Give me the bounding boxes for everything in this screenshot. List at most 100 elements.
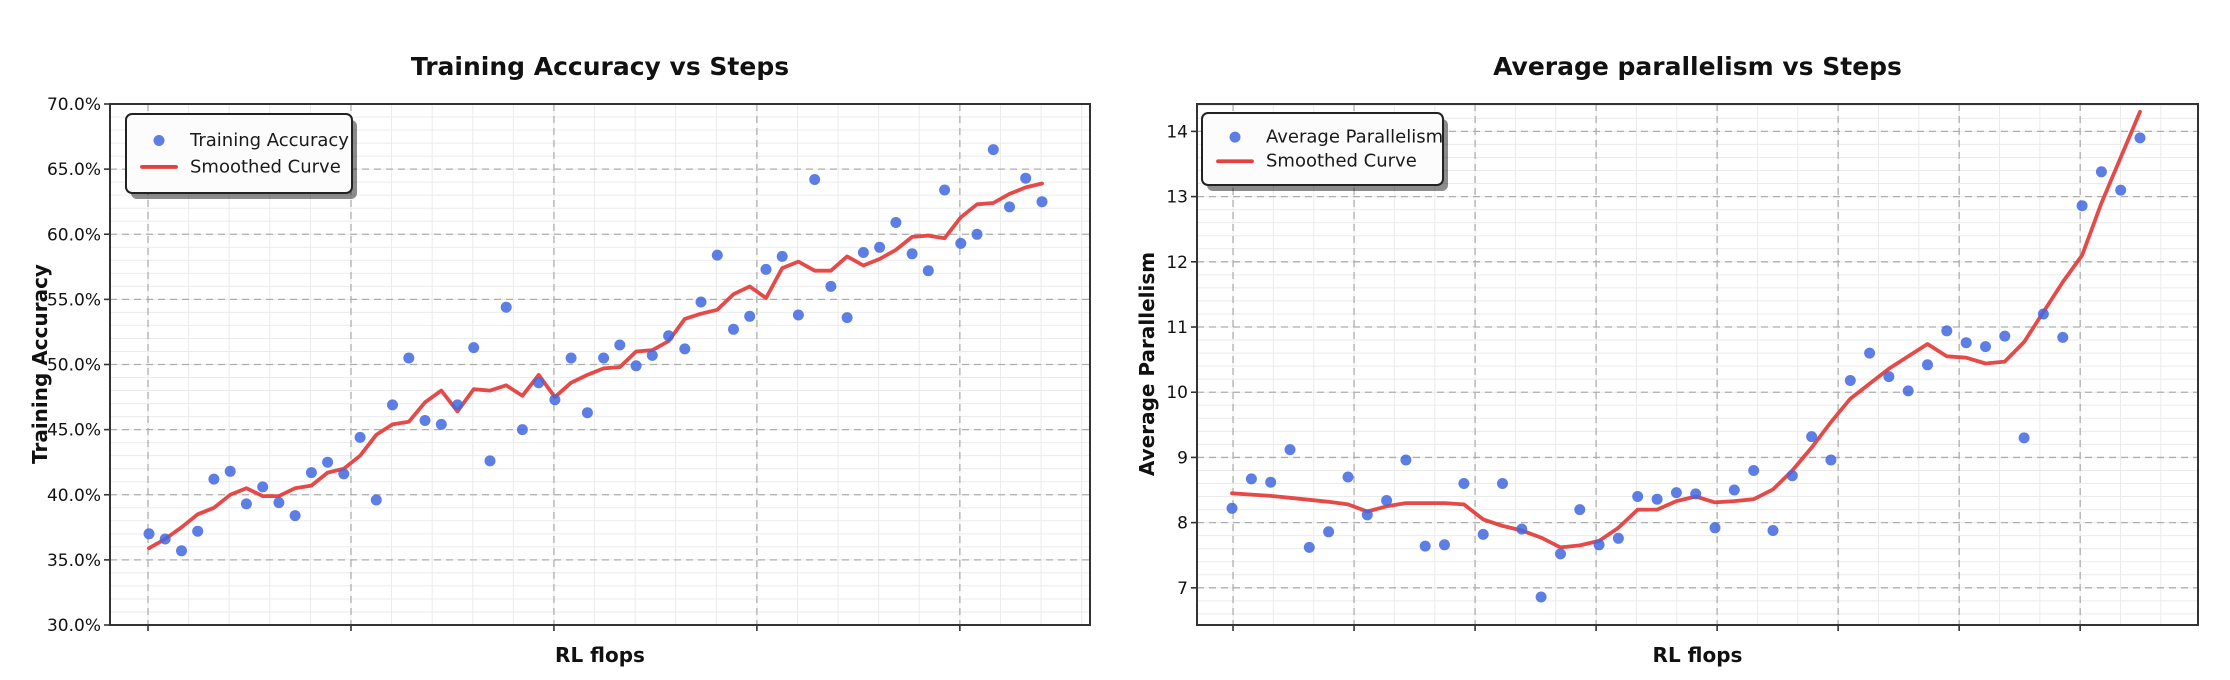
data-point (2095, 166, 2107, 178)
data-point (484, 455, 496, 467)
data-point (2037, 308, 2049, 320)
x-axis-label: RL flops (555, 643, 645, 667)
data-point (614, 339, 626, 351)
y-axis-label: Average Parallelism (1135, 251, 1159, 477)
data-point (1226, 502, 1238, 514)
data-point (922, 265, 934, 277)
data-point (1825, 454, 1837, 466)
data-point (1980, 341, 1991, 353)
data-point (1361, 509, 1373, 521)
data-point (370, 494, 382, 506)
y-tick-label: 40.0% (47, 486, 101, 506)
data-point (1535, 591, 1547, 603)
data-point (1864, 347, 1876, 359)
data-point (1381, 495, 1393, 506)
data-point (2134, 132, 2146, 144)
data-point (1651, 493, 1663, 505)
data-point (760, 263, 772, 275)
data-point (468, 342, 480, 354)
legend: Average Parallelism Smoothed Curve (1201, 112, 1448, 191)
data-point (565, 352, 577, 364)
data-point (1342, 471, 1354, 483)
data-point (630, 360, 642, 372)
data-point (955, 237, 967, 249)
data-point (1593, 539, 1605, 551)
data-point (1786, 470, 1798, 482)
data-point (322, 456, 334, 468)
y-tick-label: 35.0% (47, 551, 101, 571)
x-axis-label: RL flops (1652, 643, 1743, 667)
data-point (1806, 431, 1818, 443)
legend-box (1201, 112, 1444, 186)
data-point (2115, 184, 2127, 196)
y-tick-label: 45.0% (47, 421, 101, 441)
y-tick-label: 9 (1177, 448, 1188, 468)
data-point (403, 352, 415, 364)
data-point (176, 545, 187, 557)
legend-label: Average Parallelism (1266, 127, 1443, 148)
y-tick-labels: 14 13 12 11 10 9 8 7 (1166, 122, 1188, 598)
data-point (1419, 540, 1431, 552)
data-point (987, 144, 999, 156)
y-tick-label: 13 (1166, 188, 1188, 208)
data-point (663, 330, 675, 342)
data-point (1400, 454, 1412, 466)
data-point (581, 407, 593, 419)
data-point (1497, 478, 1508, 489)
y-tick-label: 50.0% (47, 356, 101, 376)
legend: Training Accuracy Smoothed Curve (125, 113, 357, 199)
data-point (809, 174, 821, 185)
data-point (419, 415, 431, 426)
data-point (2076, 200, 2088, 212)
data-point (1748, 465, 1760, 476)
smoothed-curve-line (1230, 109, 2142, 550)
y-tick-label: 65.0% (47, 160, 101, 180)
y-tick-label: 14 (1166, 122, 1188, 142)
data-point (1709, 522, 1721, 534)
data-point (1020, 172, 1032, 184)
training-accuracy-plot: 70.0% 65.0% 60.0% 55.0% 50.0% 45.0% 40.0% 35.0%… (47, 95, 1091, 636)
legend-label: Training Accuracy (189, 130, 349, 151)
data-point (1999, 330, 2011, 342)
data-point (646, 349, 658, 361)
data-point (1574, 504, 1586, 516)
data-point (1728, 484, 1740, 496)
data-point (776, 250, 788, 262)
data-point (1265, 476, 1277, 488)
data-point (1922, 359, 1933, 371)
data-point (1284, 444, 1296, 456)
data-point (1767, 525, 1779, 536)
smoothed-curve-line (147, 181, 1044, 551)
data-point (1516, 523, 1528, 535)
y-tick-labels: 70.0% 65.0% 60.0% 55.0% 50.0% 45.0% 40.0% 35.0%… (47, 95, 101, 636)
data-point (1458, 478, 1470, 489)
plot-frame (1196, 103, 2199, 626)
data-point (825, 280, 837, 292)
data-point (387, 399, 398, 411)
chart-title: Training Accuracy vs Steps (410, 52, 790, 81)
data-point (305, 467, 317, 479)
average-parallelism-chart: 14 13 12 11 10 9 8 7 Average Parallelism Smoothed… (1115, 0, 2230, 680)
data-point (1941, 325, 1953, 337)
y-tick-label: 10 (1166, 383, 1188, 403)
data-point (533, 377, 545, 389)
data-point (516, 424, 528, 436)
y-tick-label: 11 (1166, 318, 1188, 338)
data-point (224, 465, 236, 477)
data-point (500, 301, 512, 313)
data-point (354, 431, 366, 443)
data-point (1632, 491, 1644, 502)
data-point (1555, 548, 1566, 560)
legend-box (125, 113, 353, 194)
data-point (792, 309, 804, 321)
data-point (435, 418, 447, 430)
y-tick-label: 8 (1177, 514, 1188, 534)
data-point (1323, 526, 1335, 538)
legend-label: Smoothed Curve (1266, 151, 1417, 172)
data-point (841, 312, 853, 324)
major-grid (1197, 104, 2198, 625)
data-point (1612, 532, 1624, 544)
y-axis-label: Training Accuracy (28, 264, 52, 464)
legend-dot-marker (153, 134, 165, 146)
